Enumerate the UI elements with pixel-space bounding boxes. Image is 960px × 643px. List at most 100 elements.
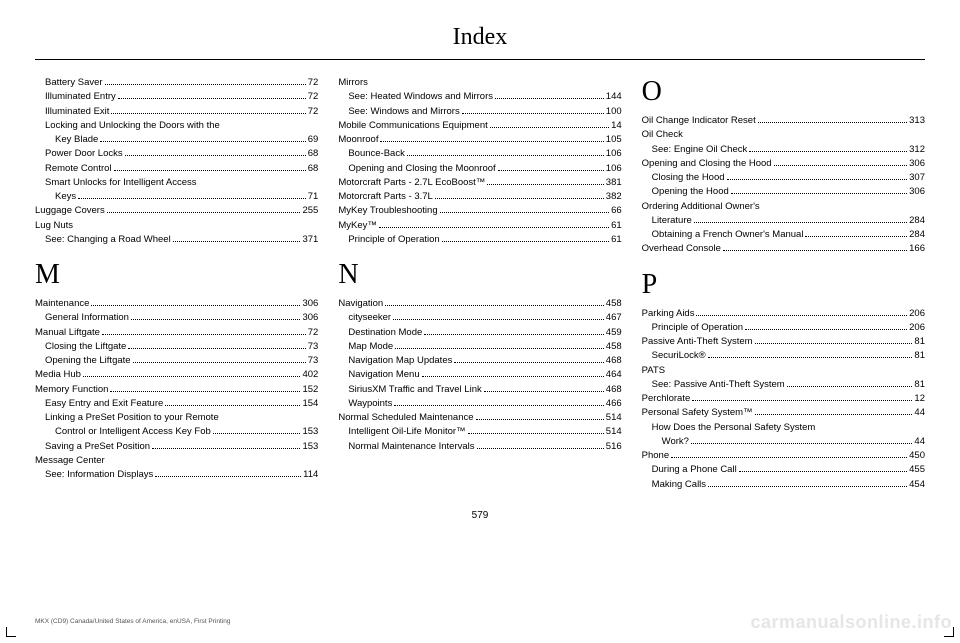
entry-label: Map Mode [348,340,393,354]
entry-label: Phone [642,449,669,463]
entry-page: 81 [914,378,925,392]
entry-label: Parking Aids [642,307,695,321]
entry-page: 284 [909,214,925,228]
leader-dots [454,356,603,363]
entry-label: Opening and Closing the Moonroof [348,162,495,176]
index-entry: Oil Change Indicator Reset313 [642,114,925,128]
entry-page: 72 [308,90,319,104]
entry-page: 516 [606,440,622,454]
entry-page: 72 [308,326,319,340]
entry-label: Opening the Hood [652,185,729,199]
entry-label: Principle of Operation [348,233,439,247]
entry-page: 73 [308,354,319,368]
index-entry: Luggage Covers255 [35,204,318,218]
entry-page: 69 [308,133,319,147]
entry-label: Ordering Additional Owner's [642,200,760,214]
entry-label: Navigation Menu [348,368,419,382]
index-entry: Manual Liftgate72 [35,326,318,340]
leader-dots [173,235,301,242]
index-entry: Key Blade69 [35,133,318,147]
leader-dots [385,299,604,306]
entry-page: 306 [302,297,318,311]
leader-dots [407,150,604,157]
index-column: MirrorsSee: Heated Windows and Mirrors14… [338,76,621,492]
leader-dots [498,164,604,171]
index-entry: Obtaining a French Owner's Manual284 [642,228,925,242]
entry-page: 66 [611,204,622,218]
leader-dots [379,221,609,228]
index-entry: PATS [642,364,925,378]
leader-dots [107,207,301,214]
leader-dots [731,188,907,195]
entry-label: Saving a PreSet Position [45,440,150,454]
entry-label: MyKey™ [338,219,377,233]
index-entry: Keys71 [35,190,318,204]
entry-label: Overhead Console [642,242,721,256]
leader-dots [440,207,609,214]
leader-dots [105,78,306,85]
index-entry: Intelligent Oil-Life Monitor™514 [338,425,621,439]
index-entry: See: Windows and Mirrors100 [338,105,621,119]
index-entry: MyKey™ 61 [338,219,621,233]
leader-dots [755,409,913,416]
entry-page: 307 [909,171,925,185]
crop-mark [6,627,16,637]
index-entry: Parking Aids 206 [642,307,925,321]
leader-dots [774,159,908,166]
entry-label: Opening and Closing the Hood [642,157,772,171]
entry-label: Normal Scheduled Maintenance [338,411,473,425]
entry-page: 73 [308,340,319,354]
entry-label: Media Hub [35,368,81,382]
entry-page: 61 [611,219,622,233]
index-entry: Making Calls454 [642,478,925,492]
leader-dots [708,480,907,487]
index-entry: Linking a PreSet Position to your Remote [35,411,318,425]
index-entry: Saving a PreSet Position 153 [35,440,318,454]
index-entry: During a Phone Call455 [642,463,925,477]
index-entry: Closing the Liftgate73 [35,340,318,354]
page-title: Index [35,24,925,51]
entry-label: Motorcraft Parts - 3.7L [338,190,433,204]
entry-page: 153 [302,440,318,454]
leader-dots [696,309,907,316]
entry-page: 464 [606,368,622,382]
entry-page: 81 [914,349,925,363]
leader-dots [102,328,306,335]
entry-label: Mirrors [338,76,368,90]
entry-page: 12 [914,392,925,406]
section-letter: N [338,259,621,291]
leader-dots [442,235,609,242]
leader-dots [476,413,604,420]
entry-page: 206 [909,307,925,321]
entry-label: Personal Safety System™ [642,406,753,420]
entry-label: Oil Check [642,128,683,142]
entry-page: 14 [611,119,622,133]
entry-page: 105 [606,133,622,147]
index-entry: Opening and Closing the Hood306 [642,157,925,171]
index-entry: Lug Nuts [35,219,318,233]
index-entry: See: Passive Anti-Theft System81 [642,378,925,392]
index-entry: Closing the Hood307 [642,171,925,185]
index-entry: Opening the Hood306 [642,185,925,199]
entry-label: Opening the Liftgate [45,354,131,368]
entry-page: 61 [611,233,622,247]
entry-page: 44 [914,435,925,449]
index-entry: Opening the Liftgate 73 [35,354,318,368]
index-entry: Power Door Locks68 [35,147,318,161]
entry-label: Perchlorate [642,392,691,406]
leader-dots [213,428,301,435]
entry-page: 144 [606,90,622,104]
leader-dots [495,93,604,100]
entry-label: Message Center [35,454,105,468]
leader-dots [477,442,604,449]
index-entry: Opening and Closing the Moonroof106 [338,162,621,176]
entry-label: Battery Saver [45,76,103,90]
leader-dots [125,150,306,157]
entry-label: Passive Anti-Theft System [642,335,753,349]
entry-label: Mobile Communications Equipment [338,119,487,133]
index-entry: Normal Maintenance Intervals516 [338,440,621,454]
index-entry: General Information306 [35,311,318,325]
entry-page: 312 [909,143,925,157]
entry-page: 68 [308,147,319,161]
entry-page: 71 [308,190,319,204]
